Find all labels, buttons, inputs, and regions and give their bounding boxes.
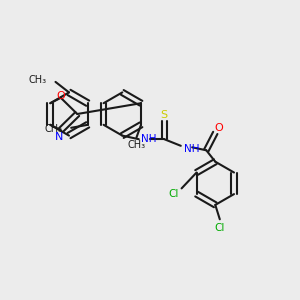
Text: Cl: Cl bbox=[168, 189, 179, 200]
Text: CH₃: CH₃ bbox=[45, 124, 63, 134]
Text: Cl: Cl bbox=[214, 223, 225, 233]
Text: N: N bbox=[55, 132, 64, 142]
Text: O: O bbox=[56, 91, 65, 101]
Text: S: S bbox=[161, 110, 168, 120]
Text: NH: NH bbox=[184, 144, 200, 154]
Text: CH₃: CH₃ bbox=[29, 75, 47, 85]
Text: CH₃: CH₃ bbox=[128, 140, 146, 151]
Text: O: O bbox=[214, 123, 223, 134]
Text: NH: NH bbox=[141, 134, 156, 144]
